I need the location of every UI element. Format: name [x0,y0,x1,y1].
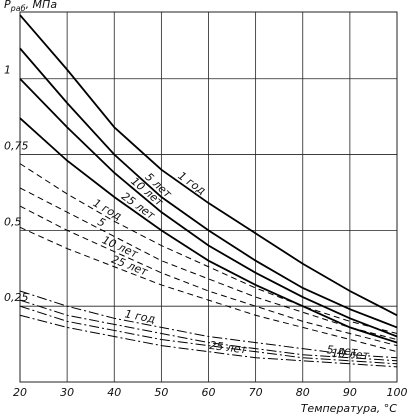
y-axis-label: Pраб, МПа [4,0,57,13]
y-tick-label: 1 [4,64,11,77]
x-axis-label: Температура, °С [301,402,398,415]
x-tick-label: 40 [107,386,121,399]
x-tick-label: 90 [343,386,357,399]
y-tick-label: 0,75 [4,140,29,153]
x-tick-label: 70 [249,386,263,399]
curve-label: 5 [95,215,107,230]
curve-label: 5 лет [326,343,358,358]
curve [19,117,398,344]
curve-label: 10 лет [331,347,370,362]
y-tick-label: 0,25 [4,291,29,304]
curve [19,163,398,334]
x-tick-label: 80 [296,386,310,399]
curve [19,205,398,347]
x-tick-label: 60 [202,386,216,399]
x-tick-label: 100 [387,386,408,399]
y-tick-label: 0,5 [4,215,22,228]
curve [19,299,398,362]
curve [19,78,398,338]
curve [19,226,398,353]
x-tick-label: 20 [13,386,27,399]
curve-label: 25 лет [209,339,249,357]
curve [19,305,398,365]
curve [19,290,398,359]
x-tick-label: 30 [60,386,74,399]
curve [19,14,398,317]
curve [19,47,398,329]
curve [19,187,398,341]
x-tick-label: 50 [154,386,168,399]
curve-label: 1 год [124,307,157,326]
